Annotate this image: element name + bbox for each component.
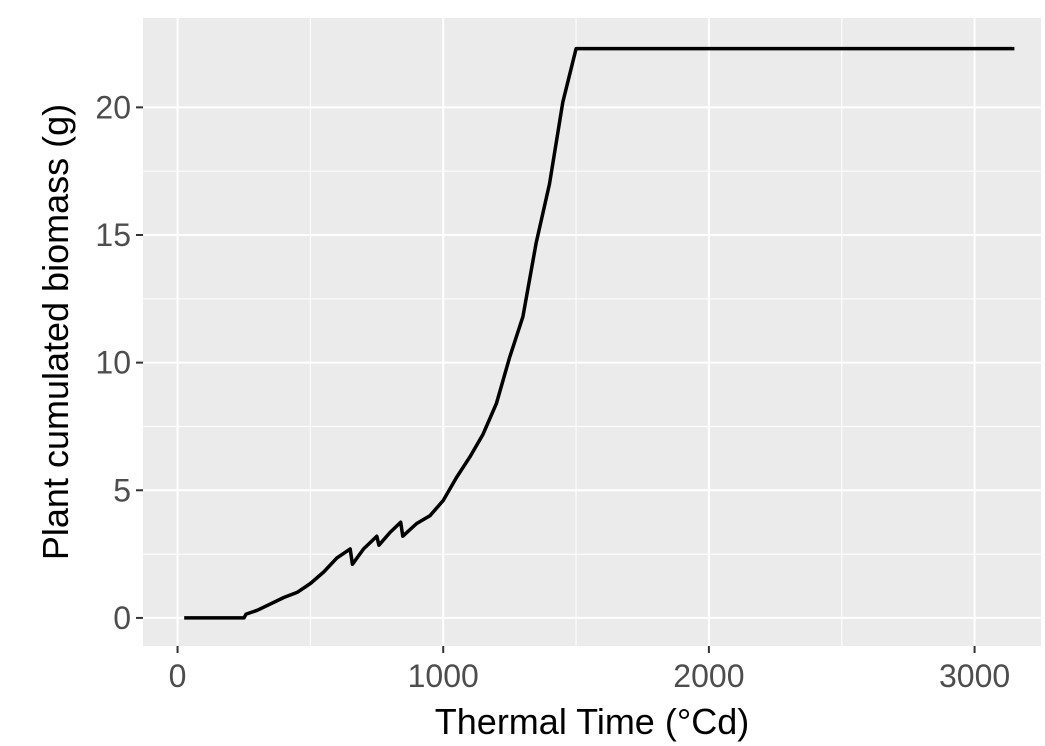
series-layer <box>184 46 1015 620</box>
major-gridlines <box>143 18 1041 646</box>
y-tick-label: 15 <box>95 217 131 253</box>
y-tick-label: 10 <box>95 345 131 381</box>
x-tick-label: 2000 <box>673 658 744 694</box>
y-axis-title: Plant cumulated biomass (g) <box>35 104 76 560</box>
x-tick-label: 1000 <box>408 658 479 694</box>
minor-gridlines <box>143 18 1041 646</box>
plot-panel <box>143 18 1041 646</box>
x-axis-title: Thermal Time (°Cd) <box>435 701 749 742</box>
x-tick-label: 0 <box>169 658 187 694</box>
y-tick-label: 20 <box>95 89 131 125</box>
y-tick-label: 5 <box>113 472 131 508</box>
x-tick-label: 3000 <box>939 658 1010 694</box>
y-axis: 0 5 10 15 20 <box>95 89 143 636</box>
series-line <box>184 46 1015 620</box>
y-tick-label: 0 <box>113 600 131 636</box>
x-axis: 0 1000 2000 3000 <box>169 646 1010 694</box>
